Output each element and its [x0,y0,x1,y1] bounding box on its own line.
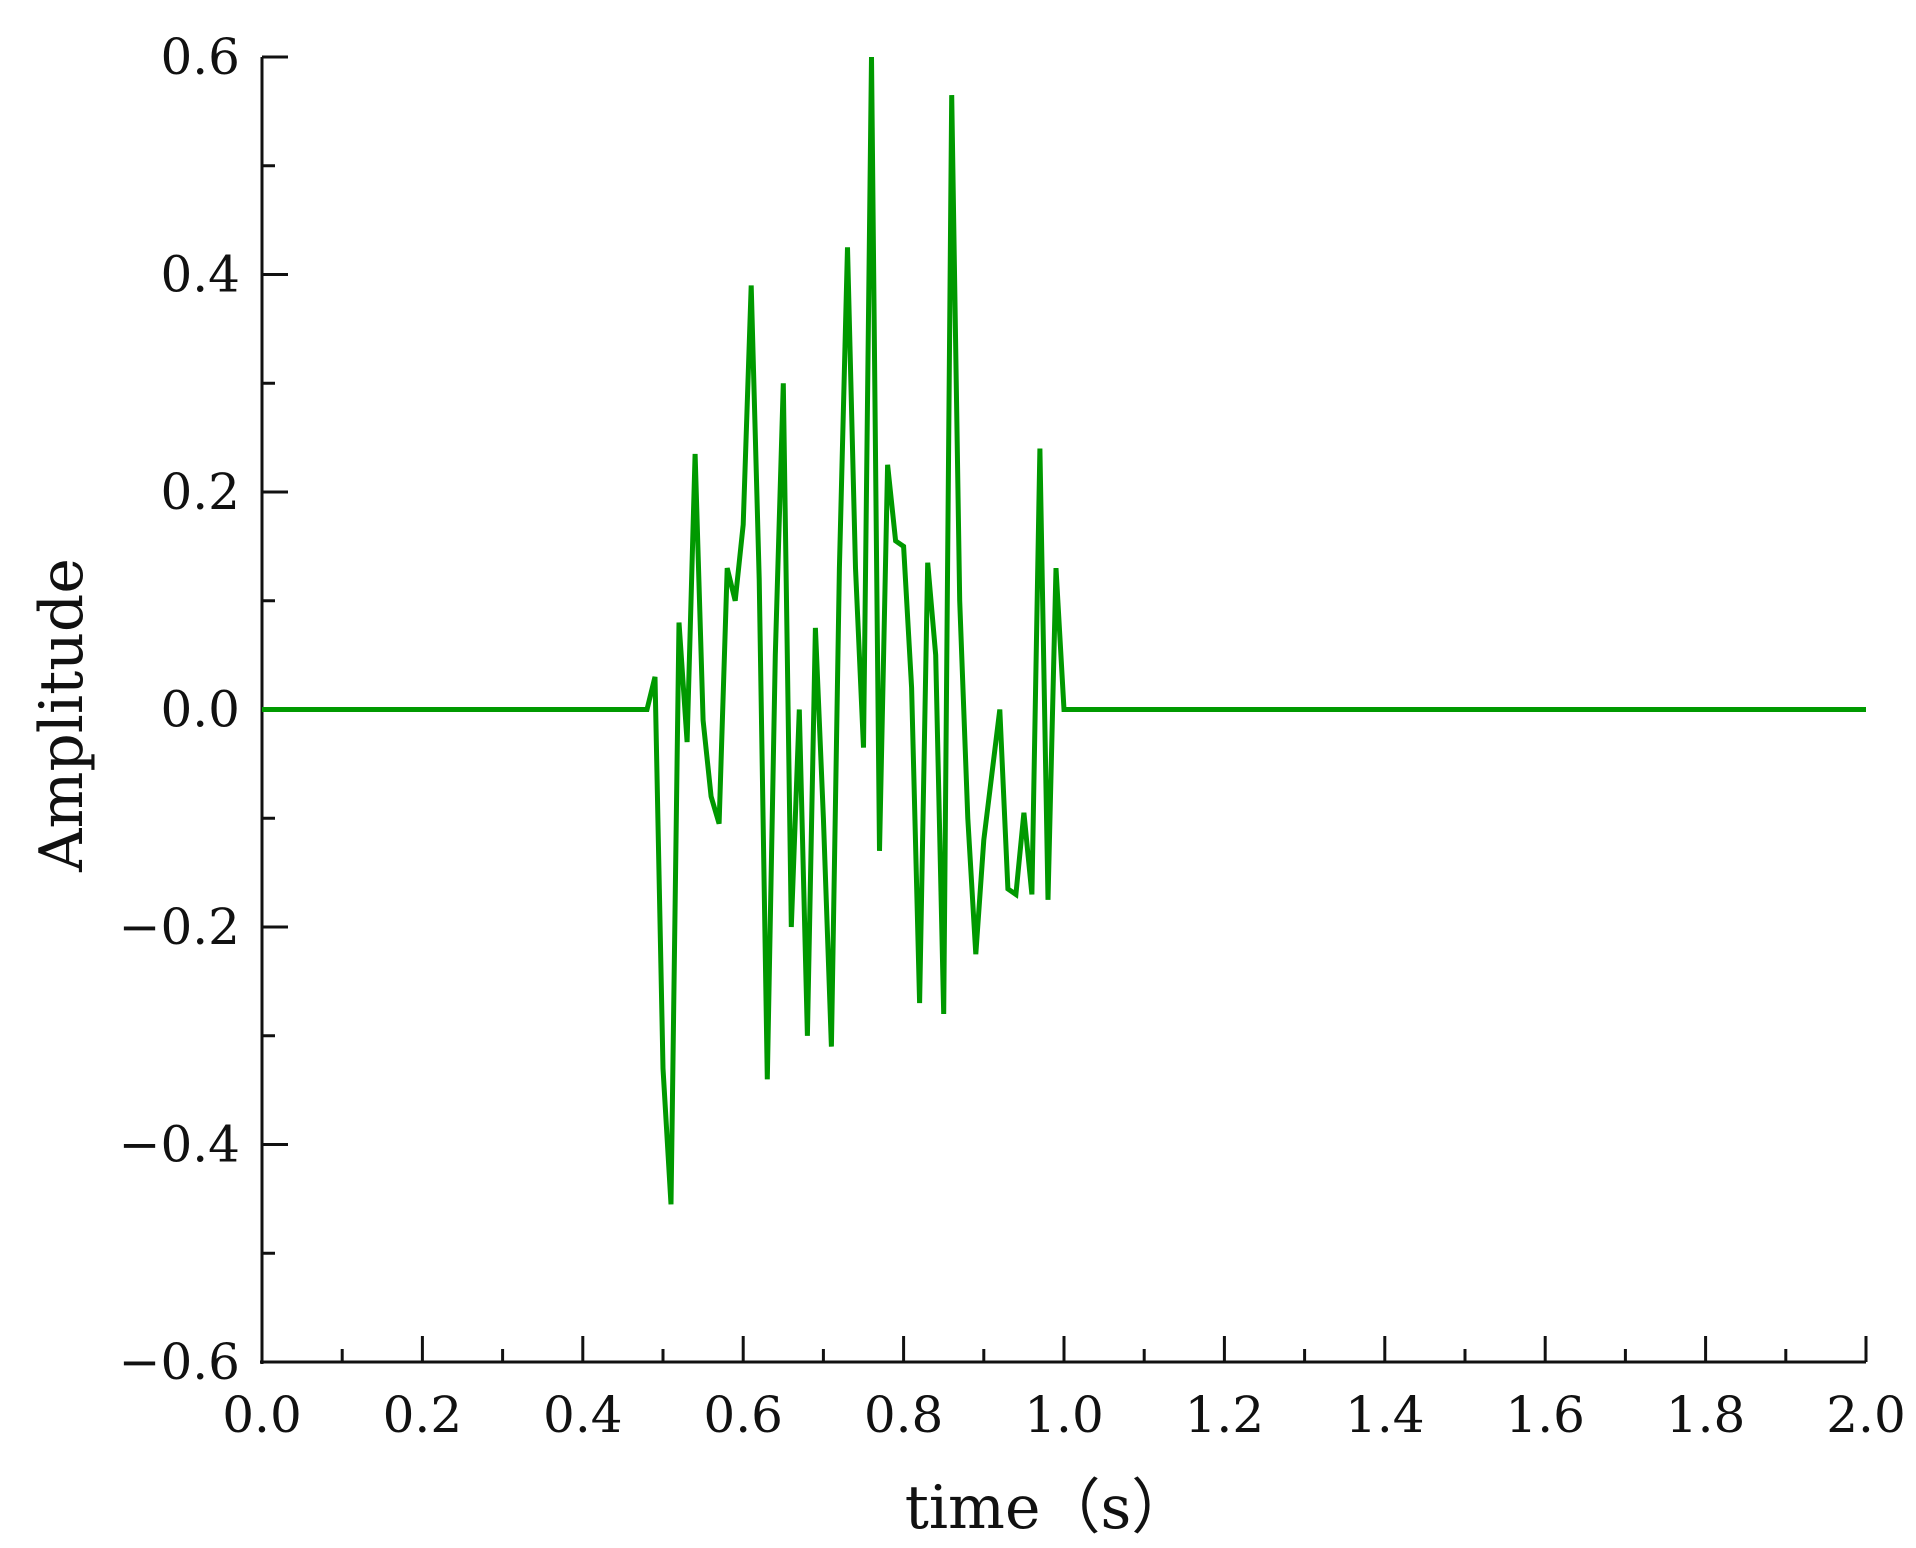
y-axis-title: Amplitude [27,558,97,873]
y-tick-label: 0.2 [160,463,240,521]
series-line [262,56,1866,1205]
x-tick-label: 1.6 [1505,1386,1585,1444]
x-tick-label: 0.8 [864,1386,944,1444]
x-tick-label: 0.0 [222,1386,302,1444]
x-tick-label: 2.0 [1826,1386,1906,1444]
x-tick-label: 0.6 [703,1386,783,1444]
x-tick-label: 1.2 [1185,1386,1265,1444]
y-tick-label: 0.4 [160,246,240,304]
y-tick-label: 0.0 [160,681,240,739]
data-layer [262,56,1866,1205]
x-tick-label: 0.2 [383,1386,463,1444]
x-tick-label: 1.8 [1666,1386,1746,1444]
y-tick-label: −0.2 [119,898,240,956]
x-tick-label: 1.0 [1024,1386,1104,1444]
x-tick-label: 0.4 [543,1386,623,1444]
x-axis-title: time（s） [905,1473,1192,1543]
x-tick-label: 1.4 [1345,1386,1425,1444]
y-tick-label: 0.6 [160,28,240,86]
labels: time（s） Amplitude [27,558,1191,1543]
axes: 0.0 0.2 0.4 0.6 0.8 1.0 1.2 1.4 1.6 1.8 2.0 −0.6 −0.… [119,28,1906,1444]
y-tick-label: −0.4 [119,1116,240,1174]
y-tick-label: −0.6 [119,1333,240,1391]
